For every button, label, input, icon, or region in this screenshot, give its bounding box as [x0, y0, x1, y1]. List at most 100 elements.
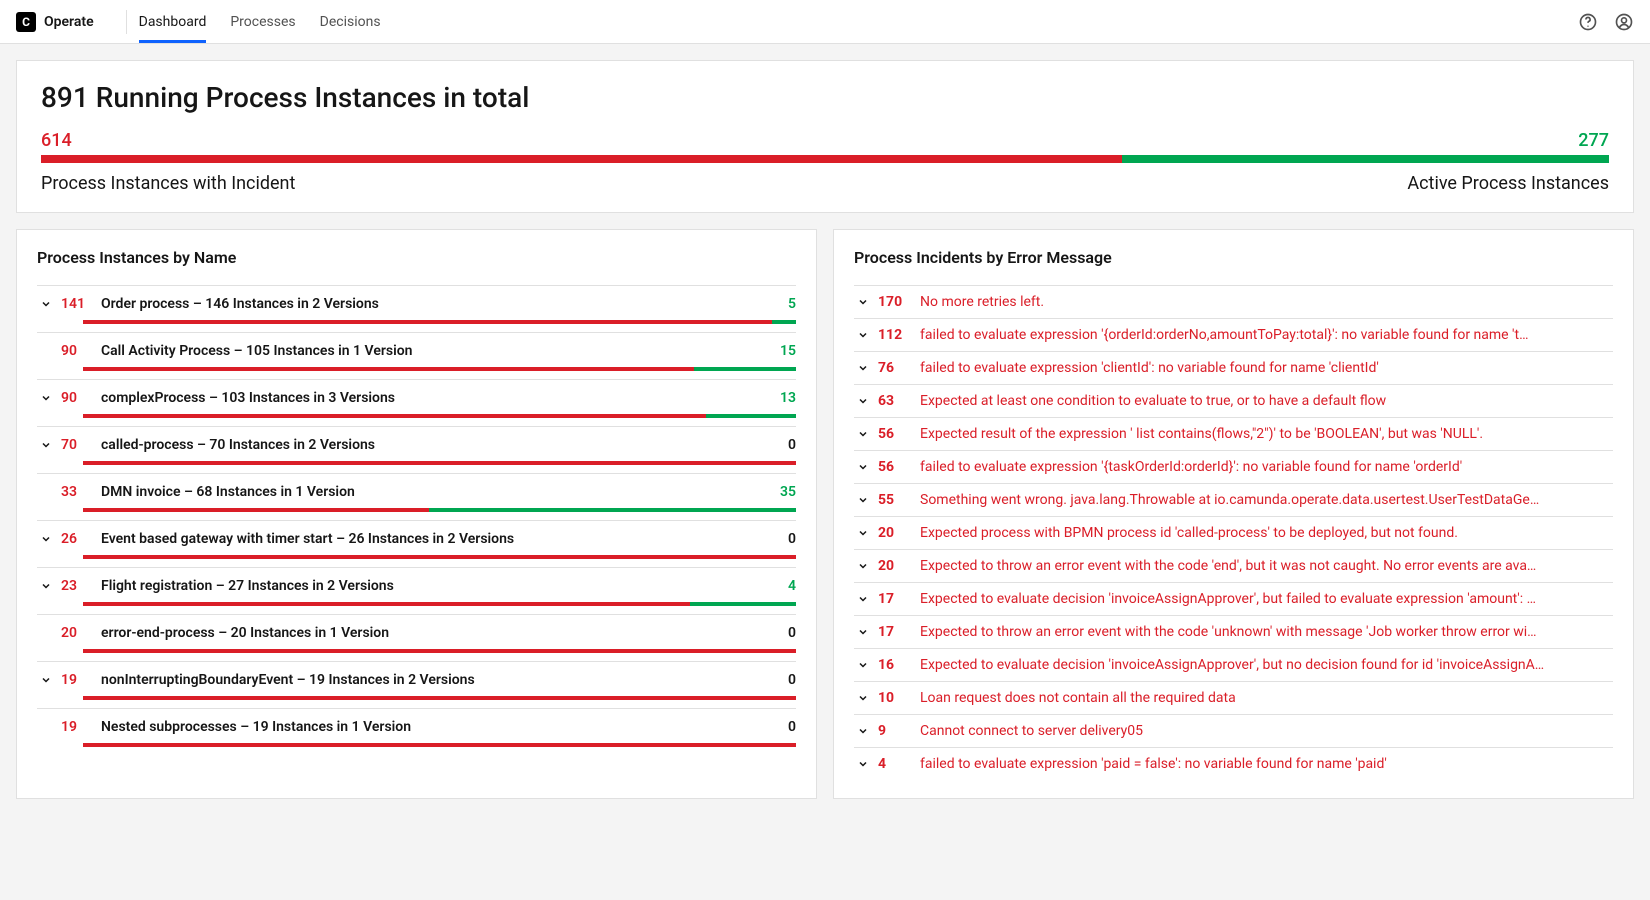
chevron-down-icon[interactable]: [37, 392, 55, 404]
chevron-down-icon[interactable]: [854, 527, 872, 539]
chevron-down-icon[interactable]: [37, 580, 55, 592]
incident-row[interactable]: 55Something went wrong. java.lang.Throwa…: [854, 483, 1613, 516]
process-row[interactable]: 19nonInterruptingBoundaryEvent – 19 Inst…: [37, 661, 796, 708]
panel-title: Process Instances by Name: [37, 248, 796, 267]
incident-message: failed to evaluate expression '{taskOrde…: [920, 459, 1613, 475]
app-header: C Operate DashboardProcessesDecisions: [0, 0, 1650, 44]
incident-row[interactable]: 56Expected result of the expression ' li…: [854, 417, 1613, 450]
incident-message: failed to evaluate expression 'paid = fa…: [920, 756, 1613, 772]
process-row[interactable]: 20error-end-process – 20 Instances in 1 …: [37, 614, 796, 661]
main-nav: Dashboard Processes Decisions: [139, 0, 381, 43]
incident-row[interactable]: 17Expected to evaluate decision 'invoice…: [854, 582, 1613, 615]
process-row[interactable]: 26Event based gateway with timer start –…: [37, 520, 796, 567]
process-row[interactable]: 70called-process – 70 Instances in 2 Ver…: [37, 426, 796, 473]
chevron-down-icon[interactable]: [854, 296, 872, 308]
chevron-down-icon[interactable]: [854, 692, 872, 704]
chevron-down-icon[interactable]: [854, 461, 872, 473]
process-name: Order process – 146 Instances in 2 Versi…: [101, 296, 780, 312]
nav-item-processes[interactable]: Processes: [230, 0, 295, 43]
chevron-down-icon[interactable]: [854, 428, 872, 440]
incident-count: 70: [61, 437, 101, 453]
active-count: 0: [788, 719, 796, 735]
chevron-down-icon[interactable]: [854, 725, 872, 737]
chevron-down-icon[interactable]: [854, 560, 872, 572]
chevron-down-icon[interactable]: [854, 659, 872, 671]
nav-item-decisions[interactable]: Decisions: [320, 0, 381, 43]
incident-row[interactable]: 76failed to evaluate expression 'clientI…: [854, 351, 1613, 384]
process-row[interactable]: 90Call Activity Process – 105 Instances …: [37, 332, 796, 379]
chevron-down-icon[interactable]: [854, 329, 872, 341]
process-name: Flight registration – 27 Instances in 2 …: [101, 578, 780, 594]
incident-count: 112: [878, 327, 920, 343]
chevron-down-icon[interactable]: [854, 593, 872, 605]
incident-count: 19: [61, 719, 101, 735]
process-name: called-process – 70 Instances in 2 Versi…: [101, 437, 780, 453]
incident-message: failed to evaluate expression '{orderId:…: [920, 327, 1613, 343]
chevron-down-icon[interactable]: [854, 494, 872, 506]
incident-row[interactable]: 112failed to evaluate expression '{order…: [854, 318, 1613, 351]
chevron-down-icon[interactable]: [854, 626, 872, 638]
incident-message: Expected to throw an error event with th…: [920, 558, 1613, 574]
incident-message: Expected result of the expression ' list…: [920, 426, 1613, 442]
incident-message: Expected at least one condition to evalu…: [920, 393, 1613, 409]
incident-count: 17: [878, 591, 920, 607]
incident-message: Something went wrong. java.lang.Throwabl…: [920, 492, 1613, 508]
incident-row[interactable]: 56failed to evaluate expression '{taskOr…: [854, 450, 1613, 483]
active-count: 0: [788, 437, 796, 453]
active-count: 0: [788, 672, 796, 688]
incident-count: 20: [61, 625, 101, 641]
process-row[interactable]: 23Flight registration – 27 Instances in …: [37, 567, 796, 614]
incident-count: 9: [878, 723, 920, 739]
incident-row[interactable]: 10Loan request does not contain all the …: [854, 681, 1613, 714]
incident-row[interactable]: 20Expected process with BPMN process id …: [854, 516, 1613, 549]
incident-row[interactable]: 9Cannot connect to server delivery05: [854, 714, 1613, 747]
incident-label: Process Instances with Incident: [41, 173, 295, 194]
incident-count: 170: [878, 294, 920, 310]
panel-title: Process Incidents by Error Message: [854, 248, 1613, 267]
incident-count: 76: [878, 360, 920, 376]
incident-count: 56: [878, 459, 920, 475]
incident-count: 90: [61, 390, 101, 406]
process-row[interactable]: 141Order process – 146 Instances in 2 Ve…: [37, 285, 796, 332]
incident-message: Cannot connect to server delivery05: [920, 723, 1613, 739]
incident-message: failed to evaluate expression 'clientId'…: [920, 360, 1613, 376]
incident-row[interactable]: 4failed to evaluate expression 'paid = f…: [854, 747, 1613, 780]
chevron-down-icon[interactable]: [854, 362, 872, 374]
chevron-down-icon[interactable]: [854, 395, 872, 407]
chevron-down-icon[interactable]: [37, 533, 55, 545]
process-row[interactable]: 33DMN invoice – 68 Instances in 1 Versio…: [37, 473, 796, 520]
incident-row[interactable]: 16Expected to evaluate decision 'invoice…: [854, 648, 1613, 681]
active-count: 15: [780, 343, 796, 359]
chevron-down-icon[interactable]: [37, 439, 55, 451]
incident-row[interactable]: 20Expected to throw an error event with …: [854, 549, 1613, 582]
incident-count: 10: [878, 690, 920, 706]
incident-count: 17: [878, 624, 920, 640]
incident-count: 90: [61, 343, 101, 359]
process-name: complexProcess – 103 Instances in 3 Vers…: [101, 390, 772, 406]
page-title: 891 Running Process Instances in total: [41, 81, 1609, 114]
incident-message: Expected to evaluate decision 'invoiceAs…: [920, 591, 1613, 607]
chevron-down-icon[interactable]: [37, 298, 55, 310]
active-count: 0: [788, 531, 796, 547]
incident-message: Expected to evaluate decision 'invoiceAs…: [920, 657, 1613, 673]
incident-count: 20: [878, 558, 920, 574]
incident-row[interactable]: 17Expected to throw an error event with …: [854, 615, 1613, 648]
account-icon[interactable]: [1614, 12, 1634, 32]
active-count: 4: [788, 578, 796, 594]
incident-count: 16: [878, 657, 920, 673]
summary-bar: [41, 155, 1609, 163]
process-row[interactable]: 90complexProcess – 103 Instances in 3 Ve…: [37, 379, 796, 426]
brand-name: Operate: [44, 14, 94, 30]
nav-item-dashboard[interactable]: Dashboard: [139, 0, 207, 43]
process-row[interactable]: 19Nested subprocesses – 19 Instances in …: [37, 708, 796, 755]
incident-row[interactable]: 63Expected at least one condition to eva…: [854, 384, 1613, 417]
active-count: 0: [788, 625, 796, 641]
incident-count: 26: [61, 531, 101, 547]
incident-count: 4: [878, 756, 920, 772]
chevron-down-icon[interactable]: [37, 674, 55, 686]
incident-row[interactable]: 170No more retries left.: [854, 285, 1613, 318]
help-icon[interactable]: [1578, 12, 1598, 32]
active-count: 5: [788, 296, 796, 312]
chevron-down-icon[interactable]: [854, 758, 872, 770]
incident-count: 19: [61, 672, 101, 688]
